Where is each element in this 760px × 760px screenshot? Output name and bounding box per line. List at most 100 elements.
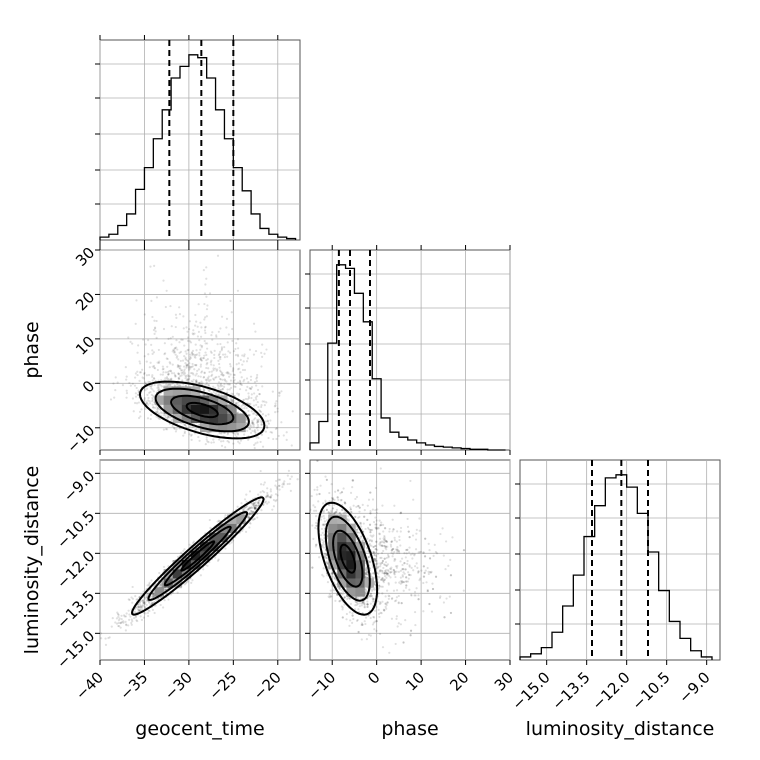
scatter-point	[153, 367, 157, 370]
scatter-point	[187, 360, 190, 363]
scatter-point	[380, 578, 383, 581]
scatter-point	[269, 490, 272, 493]
scatter-point	[227, 441, 231, 444]
scatter-point	[386, 553, 390, 556]
scatter-point	[256, 423, 260, 427]
scatter-point	[222, 440, 225, 443]
scatter-point	[335, 510, 338, 514]
scatter-point	[231, 327, 234, 331]
scatter-point	[165, 289, 168, 292]
scatter-point	[253, 446, 256, 450]
scatter-point	[151, 403, 154, 406]
scatter-point	[245, 505, 249, 508]
scatter-point	[381, 646, 385, 649]
scatter-point	[209, 350, 213, 353]
scatter-point	[383, 557, 386, 560]
scatter-point	[235, 401, 238, 405]
scatter-point	[76, 388, 78, 390]
scatter-point	[195, 380, 198, 384]
scatter-point	[340, 491, 344, 494]
scatter-point	[254, 430, 257, 433]
scatter-point	[357, 504, 360, 508]
scatter-point	[247, 392, 250, 395]
scatter-point	[154, 330, 157, 333]
scatter-point	[360, 535, 363, 538]
scatter-point	[153, 326, 157, 329]
scatter-point	[176, 382, 179, 385]
scatter-point	[152, 406, 155, 409]
scatter-point	[204, 383, 207, 387]
scatter-point	[130, 621, 133, 625]
scatter-point	[219, 385, 222, 388]
scatter-point	[175, 356, 178, 359]
scatter-point	[162, 279, 165, 282]
scatter-point	[240, 383, 243, 387]
scatter-point	[104, 643, 108, 647]
scatter-point	[386, 572, 390, 575]
scatter-point	[385, 540, 388, 543]
scatter-point	[195, 381, 198, 384]
scatter-point	[131, 397, 135, 400]
scatter-point	[138, 410, 142, 413]
scatter-point	[374, 547, 377, 551]
scatter-point	[203, 354, 206, 357]
scatter-point	[184, 377, 187, 380]
scatter-point	[247, 513, 251, 516]
scatter-point	[262, 483, 265, 486]
scatter-point	[197, 375, 200, 378]
scatter-point	[263, 491, 266, 494]
scatter-point	[374, 526, 377, 529]
scatter-point	[412, 569, 415, 572]
scatter-point	[161, 585, 164, 588]
scatter-point	[251, 502, 254, 505]
scatter-point	[217, 330, 220, 333]
scatter-point	[149, 603, 152, 606]
scatter-point	[325, 508, 328, 511]
scatter-point	[173, 351, 176, 354]
scatter-point	[145, 599, 148, 602]
scatter-point	[218, 438, 221, 441]
scatter-point	[363, 602, 366, 605]
scatter-point	[210, 374, 213, 378]
scatter-point	[194, 428, 197, 431]
scatter-point	[205, 436, 208, 439]
scatter-point	[230, 541, 233, 544]
scatter-point	[177, 377, 180, 380]
scatter-point	[155, 404, 158, 407]
grid-1-1	[310, 250, 511, 450]
scatter-point	[225, 371, 228, 374]
scatter-point	[176, 365, 179, 369]
scatter-point	[142, 590, 145, 593]
scatter-point	[186, 339, 190, 342]
scatter-point	[186, 336, 190, 339]
scatter-point	[373, 628, 376, 631]
scatter-point	[153, 366, 156, 369]
scatter-point	[232, 431, 235, 434]
scatter-point	[154, 410, 157, 413]
scatter-point	[144, 382, 147, 385]
scatter-point	[161, 368, 164, 371]
scatter-point	[138, 608, 142, 611]
scatter-point	[145, 374, 149, 377]
scatter-point	[175, 316, 178, 319]
scatter-point	[198, 351, 201, 354]
scatter-point	[183, 368, 186, 371]
scatter-point	[171, 335, 174, 338]
scatter-point	[219, 355, 222, 359]
scatter-point	[144, 601, 147, 604]
scatter-point	[243, 452, 245, 454]
scatter-point	[401, 575, 405, 578]
scatter-point	[237, 401, 240, 404]
scatter-point	[368, 561, 372, 564]
scatter-point	[218, 352, 221, 355]
scatter-point	[147, 396, 150, 400]
scatter-point	[175, 346, 178, 349]
scatter-point	[226, 355, 229, 358]
scatter-point	[170, 418, 173, 421]
scatter-point	[416, 566, 419, 569]
scatter-point	[189, 353, 192, 356]
scatter-point	[250, 386, 254, 389]
scatter-point	[229, 373, 232, 376]
scatter-point	[147, 592, 150, 595]
scatter-point	[177, 358, 180, 361]
